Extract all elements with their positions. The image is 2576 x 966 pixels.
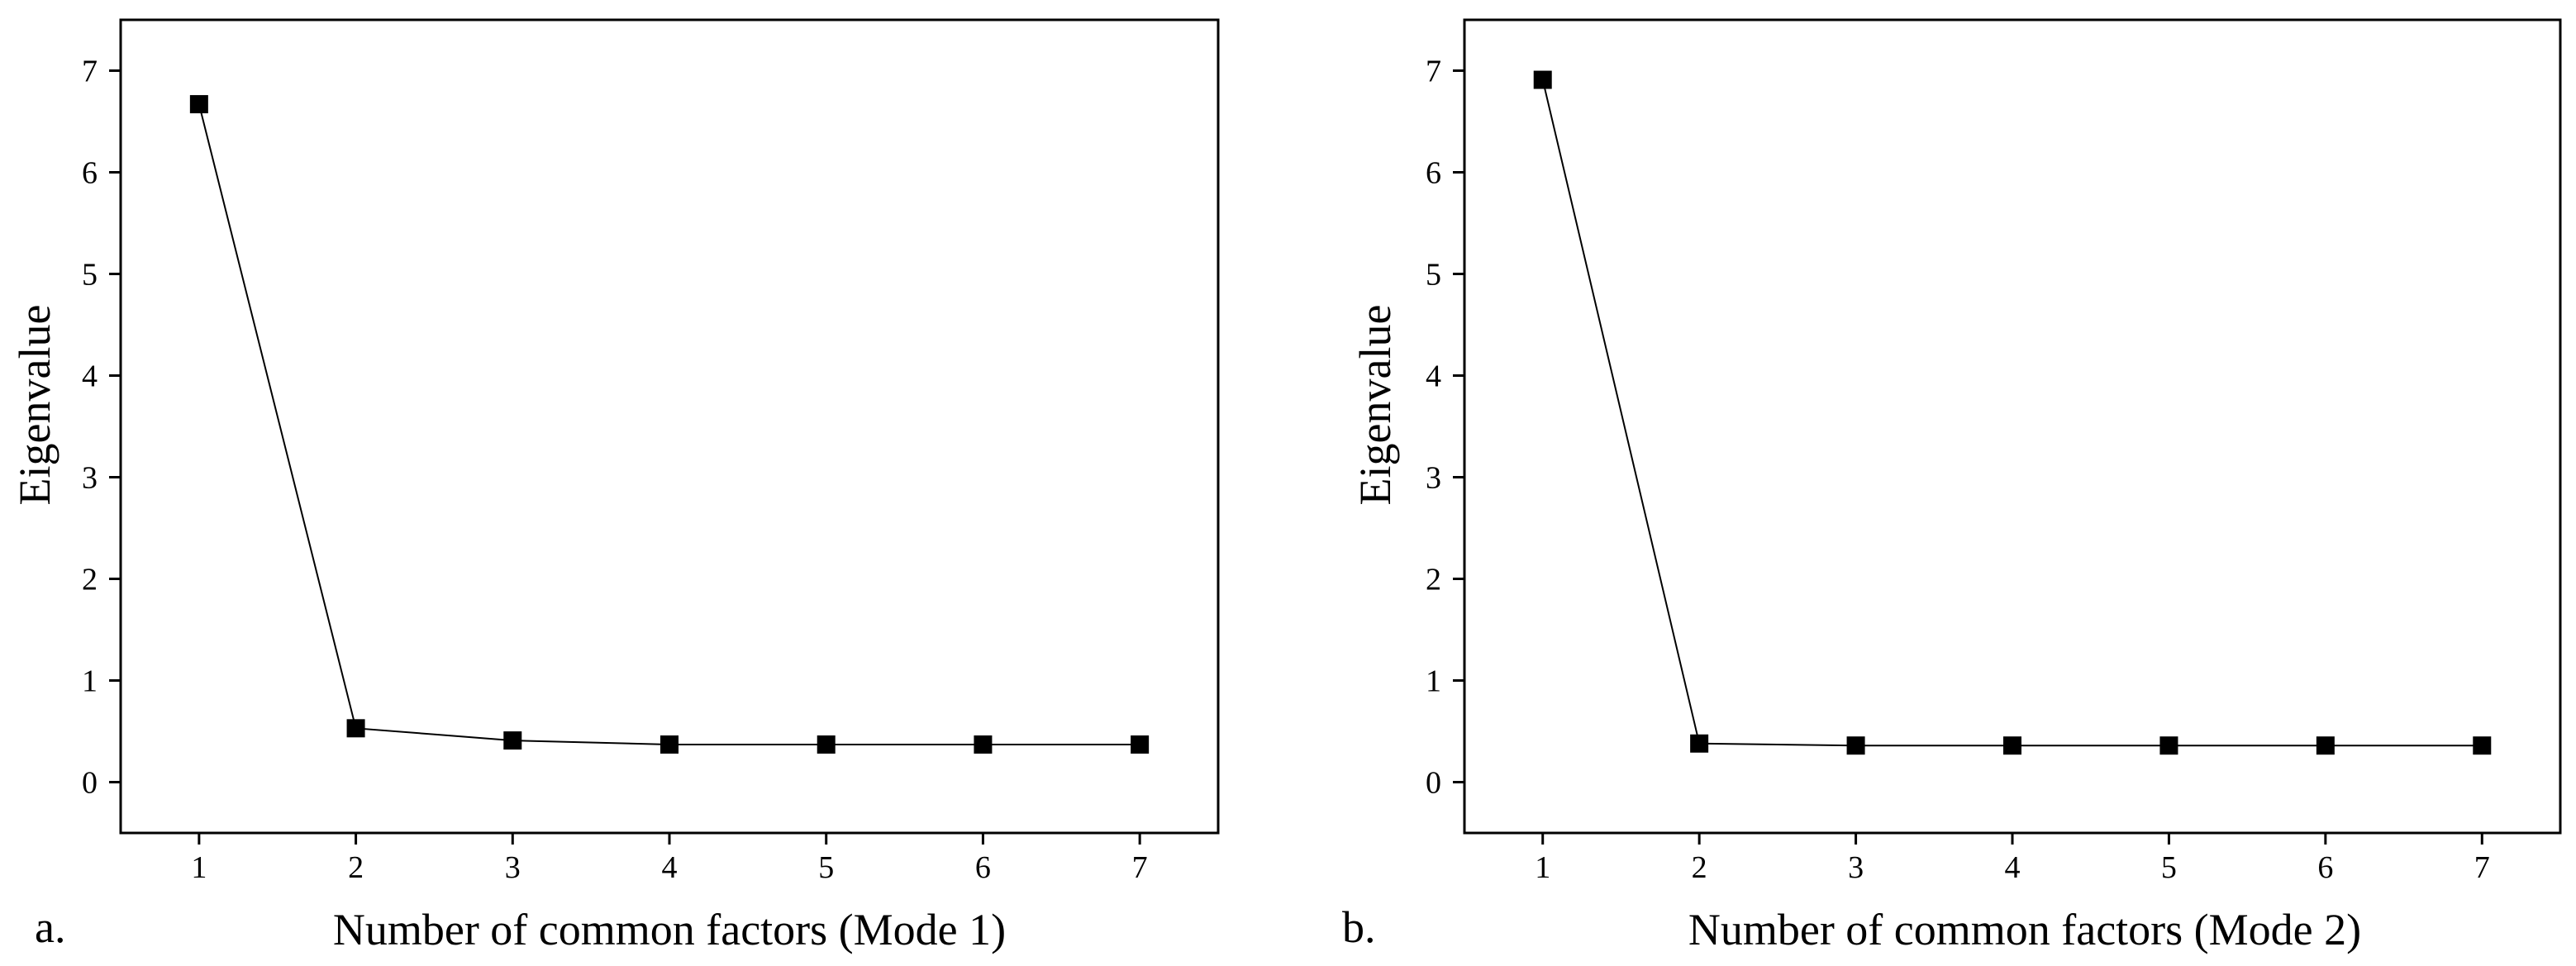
x-tick-label: 3 bbox=[1848, 850, 1864, 885]
data-point bbox=[503, 731, 522, 750]
y-tick-label: 5 bbox=[82, 258, 98, 293]
data-point bbox=[2159, 736, 2178, 755]
data-point bbox=[189, 95, 208, 114]
y-tick-label: 3 bbox=[82, 461, 98, 496]
x-tick-label: 7 bbox=[1132, 850, 1148, 885]
y-tick-label: 5 bbox=[1426, 258, 1441, 293]
x-tick-label: 4 bbox=[2005, 850, 2021, 885]
data-point bbox=[1533, 70, 1552, 89]
x-tick-label: 2 bbox=[1692, 850, 1707, 885]
x-tick-label: 5 bbox=[818, 850, 834, 885]
data-point bbox=[2473, 736, 2492, 755]
ticks: 1 2 3 4 5 6 7 0 1 2 3 4 5 6 7 bbox=[82, 55, 1148, 886]
y-tick-label: 6 bbox=[82, 156, 98, 191]
y-axis-title: Eigenvalue bbox=[10, 305, 60, 506]
y-axis-title: Eigenvalue bbox=[1350, 305, 1400, 506]
data-point bbox=[1846, 736, 1865, 755]
x-tick-label: 1 bbox=[191, 850, 207, 885]
data-point bbox=[2003, 736, 2021, 755]
y-tick-label: 1 bbox=[82, 664, 98, 699]
x-tick-label: 6 bbox=[2317, 850, 2333, 885]
series-line bbox=[198, 103, 1140, 745]
panel-label: b. bbox=[1342, 902, 1376, 952]
plot-frame bbox=[119, 18, 1220, 835]
plot-frame bbox=[1463, 18, 2562, 835]
x-tick-label: 7 bbox=[2474, 850, 2490, 885]
data-point bbox=[660, 735, 679, 754]
y-tick-label: 6 bbox=[1426, 156, 1441, 191]
x-tick-label: 5 bbox=[2161, 850, 2177, 885]
data-point bbox=[2316, 736, 2335, 755]
y-tick-label: 2 bbox=[1426, 563, 1441, 597]
y-tick-label: 7 bbox=[82, 55, 98, 89]
y-tick-label: 3 bbox=[1426, 461, 1441, 496]
y-tick-label: 0 bbox=[82, 766, 98, 801]
x-axis-title: Number of common factors (Mode 2) bbox=[1688, 905, 2361, 954]
y-tick-label: 4 bbox=[1426, 359, 1441, 394]
x-tick-label: 1 bbox=[1535, 850, 1550, 885]
data-point bbox=[346, 719, 365, 738]
ticks: 1 2 3 4 5 6 7 0 1 2 3 4 5 6 7 bbox=[1426, 55, 2490, 886]
y-tick-label: 0 bbox=[1426, 766, 1441, 801]
x-tick-label: 2 bbox=[348, 850, 364, 885]
series bbox=[189, 95, 1150, 754]
x-tick-label: 6 bbox=[975, 850, 991, 885]
data-point bbox=[1690, 734, 1709, 753]
data-point bbox=[1131, 735, 1150, 754]
x-axis-title: Number of common factors (Mode 1) bbox=[333, 905, 1006, 954]
series-line bbox=[1541, 79, 2483, 747]
chart-panel-b: Eigenvalue Number of common factors (Mod… bbox=[1342, 18, 2562, 954]
y-tick-label: 4 bbox=[82, 359, 98, 394]
y-tick-label: 1 bbox=[1426, 664, 1441, 699]
x-tick-label: 4 bbox=[662, 850, 678, 885]
x-tick-label: 3 bbox=[505, 850, 521, 885]
chart-panel-a: Eigenvalue Number of common factors (Mod… bbox=[10, 18, 1220, 954]
series bbox=[1533, 70, 2492, 755]
data-point bbox=[974, 735, 993, 754]
data-point bbox=[817, 735, 836, 754]
y-tick-label: 2 bbox=[82, 563, 98, 597]
y-tick-label: 7 bbox=[1426, 55, 1441, 89]
panel-label: a. bbox=[35, 902, 65, 952]
